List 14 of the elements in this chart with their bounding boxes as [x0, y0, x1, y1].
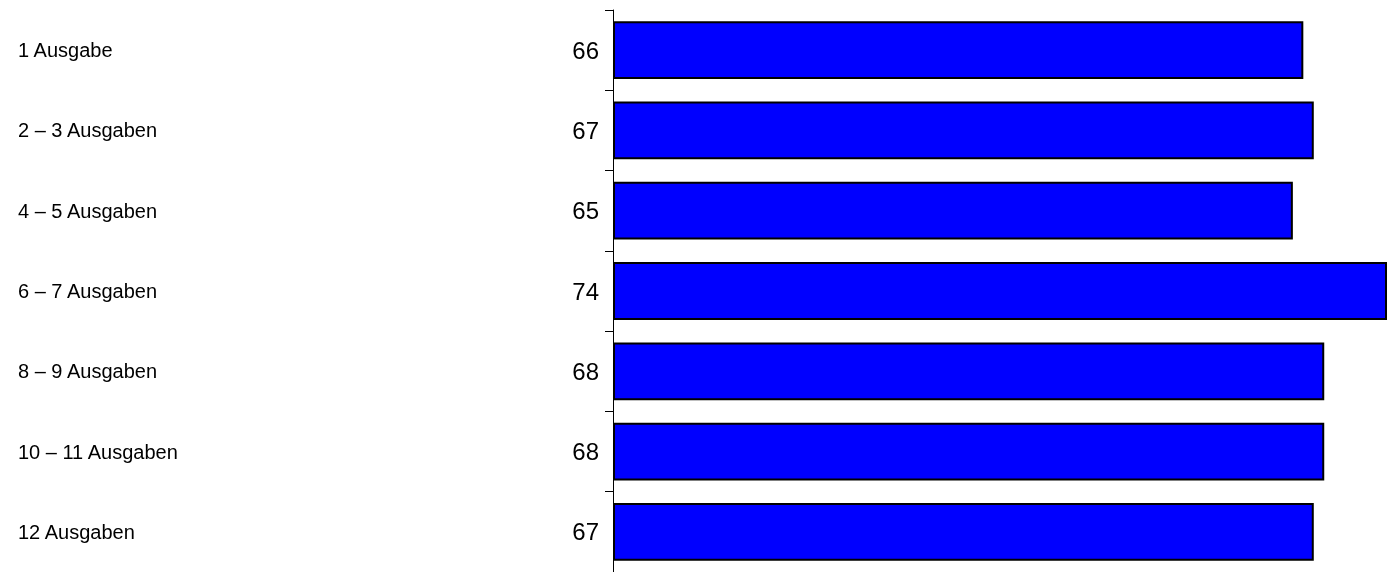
data-label: 74 [572, 277, 599, 305]
data-label: 66 [572, 36, 599, 64]
data-label: 67 [572, 518, 599, 546]
y-tick-label: 10 – 11 Ausgaben [18, 440, 178, 463]
y-tick-label: 4 – 5 Ausgaben [18, 199, 158, 222]
data-label: 67 [572, 116, 599, 144]
y-tick-label: 1 Ausgabe [18, 39, 113, 62]
y-tick-label: 6 – 7 Ausgaben [18, 280, 158, 302]
data-label: 68 [572, 438, 599, 466]
data-label: 65 [572, 197, 599, 225]
y-tick-label: 12 Ausgaben [18, 520, 135, 543]
y-tick-label: 8 – 9 Ausgaben [18, 360, 158, 383]
data-label: 68 [572, 357, 599, 385]
y-tick-label: 2 – 3 Ausgaben [18, 119, 158, 142]
